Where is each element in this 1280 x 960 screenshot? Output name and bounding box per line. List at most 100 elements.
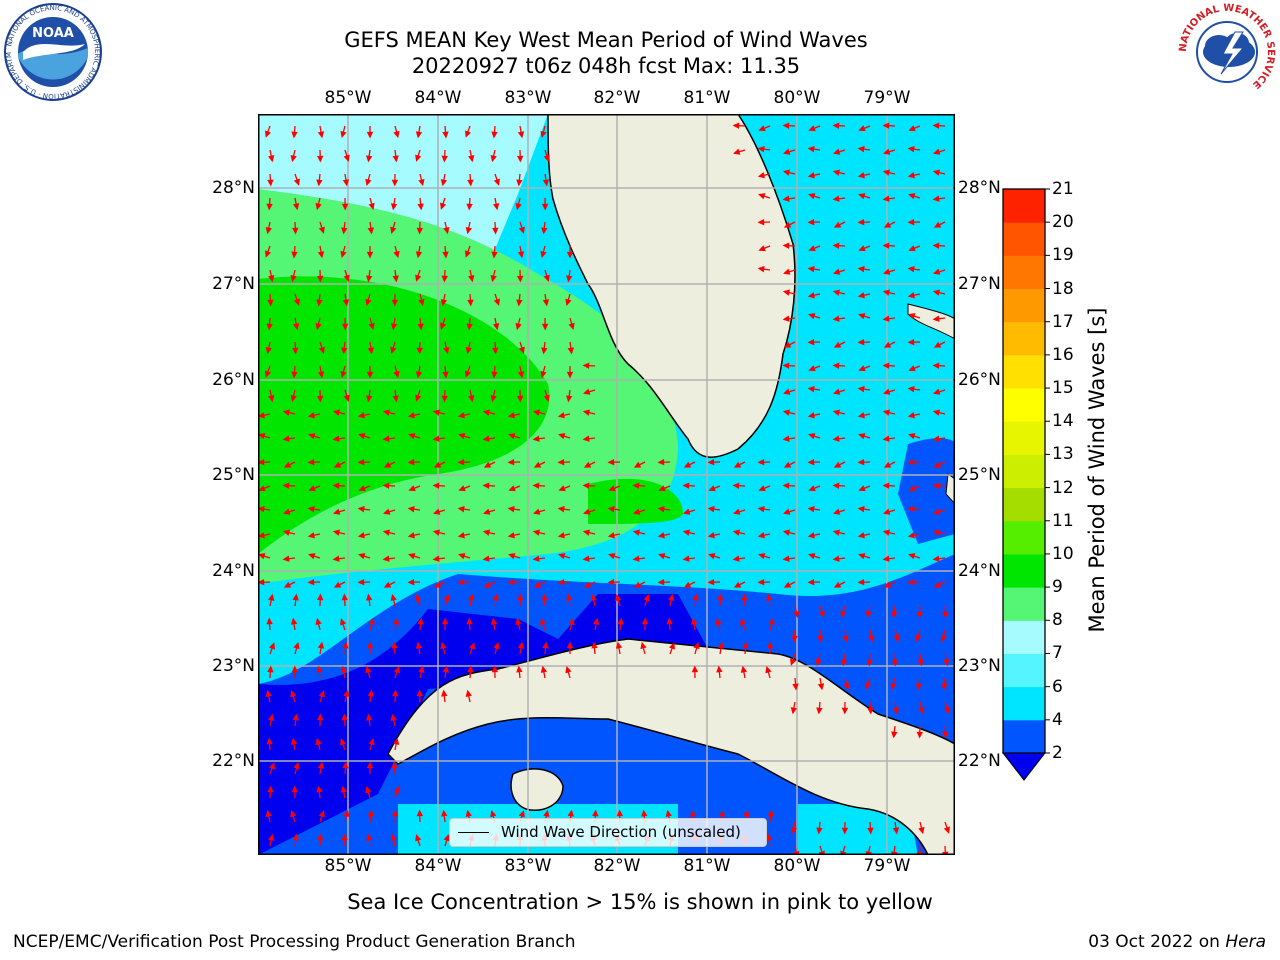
wind-wave-arrowhead (583, 508, 591, 515)
wind-wave-arrowhead (415, 251, 423, 259)
wind-wave-arrowhead (766, 641, 774, 649)
wind-wave-arrowhead (582, 529, 591, 536)
credit-text: NCEP/EMC/Verification Post Processing Pr… (13, 932, 576, 952)
wind-wave-arrowhead (840, 659, 848, 667)
wind-wave-arrowhead (542, 299, 550, 307)
colorbar-segment (1003, 222, 1045, 256)
wind-wave-arrowhead (293, 178, 300, 186)
wind-wave-arrowhead (342, 179, 350, 187)
wind-wave-arrowhead (740, 618, 747, 626)
wind-wave-arrowhead (443, 594, 450, 602)
wind-wave-arrowhead (408, 553, 416, 560)
wind-wave-arrowhead (416, 347, 424, 355)
wind-wave-arrowhead (857, 338, 865, 346)
wind-wave-arrowhead (282, 482, 290, 489)
wind-wave-arrowhead (858, 433, 866, 440)
wind-wave-arrowhead (740, 665, 748, 673)
wind-wave-arrowhead (783, 341, 792, 348)
wind-wave-arrowhead (308, 553, 316, 560)
cuba-landmass (387, 638, 955, 855)
wind-wave-arrowhead (416, 809, 424, 817)
colorbar-tick-label: 17 (1052, 311, 1074, 332)
wind-wave-arrowhead (583, 461, 592, 468)
noaa-logo-text: NOAA (32, 26, 74, 41)
wind-wave-arrowhead (407, 412, 415, 419)
wind-wave-arrowhead (716, 665, 723, 673)
wind-wave-arrowhead (807, 218, 815, 226)
wind-wave-arrowhead (882, 169, 891, 176)
wind-wave-arrowhead (865, 611, 872, 619)
wind-wave-arrowhead (708, 553, 716, 560)
wind-wave-arrowhead (882, 242, 890, 249)
colorbar-tick-label: 16 (1052, 344, 1074, 365)
colorbar-tick-label: 4 (1052, 709, 1063, 730)
wind-wave-arrowhead (258, 433, 266, 440)
wind-wave-arrowhead (658, 553, 666, 560)
wind-wave-arrowhead (891, 611, 898, 619)
wind-wave-arrowhead (932, 289, 941, 296)
wind-wave-arrowhead (507, 458, 515, 466)
wind-wave-arrowhead (858, 245, 866, 252)
wind-wave-arrowhead (567, 347, 574, 355)
lat-tick-right: 28°N (958, 178, 1001, 198)
wind-wave-arrowhead (292, 347, 299, 355)
wind-wave-arrowhead (932, 529, 941, 536)
wind-wave-arrowhead (732, 482, 740, 489)
wind-wave-arrowhead (292, 713, 299, 721)
wind-wave-arrowhead (365, 785, 372, 794)
wind-wave-arrowhead (582, 482, 590, 489)
colorbar-tick-label: 18 (1052, 278, 1074, 299)
wind-wave-arrowhead (258, 506, 265, 513)
wind-wave-arrowhead (683, 508, 691, 515)
wind-wave-arrowhead (783, 508, 791, 515)
wind-wave-arrowhead (583, 581, 592, 588)
wind-wave-arrowhead (533, 508, 541, 515)
wind-wave-arrowhead (857, 292, 865, 299)
wind-wave-arrowhead (258, 485, 266, 492)
wind-wave-arrowhead (467, 179, 474, 187)
colorbar-tick-label: 15 (1052, 378, 1074, 399)
colorbar-segment (1003, 388, 1045, 422)
wind-wave-arrowhead (883, 148, 891, 155)
wind-wave-arrowhead (782, 122, 790, 129)
wind-wave-arrowhead (440, 202, 447, 210)
wind-wave-arrowhead (516, 299, 523, 307)
wind-wave-arrowhead (517, 641, 525, 649)
wind-wave-arrowhead (343, 394, 350, 402)
wind-wave-arrowhead (532, 435, 540, 442)
wind-wave-arrowhead (658, 485, 666, 492)
wind-wave-arrowhead (732, 122, 740, 129)
wind-wave-arrowhead (367, 227, 374, 235)
wind-wave-arrowhead (340, 370, 347, 379)
wind-wave-arrowhead (315, 737, 322, 746)
wind-wave-arrowhead (882, 122, 890, 129)
wind-wave-arrowhead (266, 617, 273, 625)
wind-wave-arrowhead (790, 658, 797, 666)
wind-wave-arrowhead (266, 203, 273, 211)
wind-wave-arrowhead (842, 635, 849, 643)
wind-wave-arrowhead (290, 617, 298, 625)
wind-wave-arrowhead (832, 242, 840, 249)
wind-wave-arrowhead (457, 412, 465, 419)
wind-wave-arrowhead (493, 178, 500, 186)
wind-wave-arrowhead (358, 433, 366, 440)
wind-wave-arrowhead (317, 371, 325, 379)
wind-wave-arrowhead (332, 482, 340, 489)
wind-wave-arrowhead (607, 532, 615, 539)
wind-wave-arrowhead (415, 131, 423, 139)
wind-wave-arrowhead (565, 298, 572, 307)
wind-wave-arrowhead (441, 689, 448, 697)
wind-wave-arrowhead (540, 665, 548, 673)
wind-wave-arrowhead (857, 172, 865, 179)
wind-wave-arrowhead (557, 458, 565, 466)
wind-wave-arrowhead (492, 347, 499, 355)
wind-wave-arrowhead (782, 362, 790, 369)
wind-wave-arrowhead (392, 275, 399, 283)
lat-tick-left: 27°N (212, 274, 255, 294)
wind-wave-arrowhead (316, 299, 323, 307)
wind-wave-arrowhead (258, 553, 266, 560)
wind-wave-arrowhead (368, 322, 375, 331)
wind-wave-arrowhead (908, 125, 916, 132)
wind-wave-arrowhead (492, 323, 500, 331)
wind-wave-arrowhead (882, 409, 891, 416)
